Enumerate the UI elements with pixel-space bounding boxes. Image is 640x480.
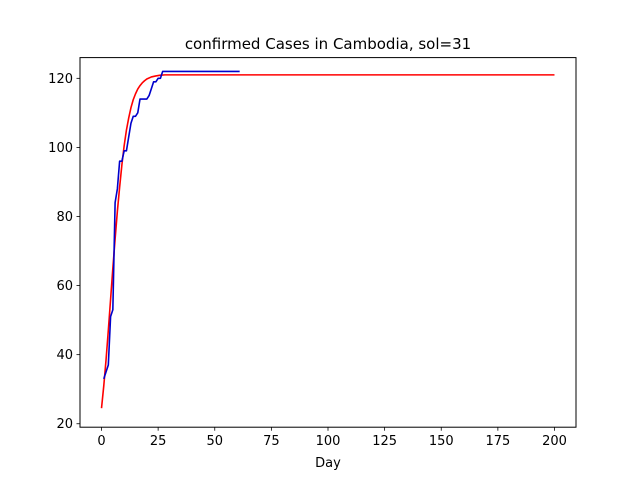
x-tick-label: 0 (97, 434, 105, 449)
x-axis-label: Day (315, 456, 341, 471)
chart-title: confirmed Cases in Cambodia, sol=31 (185, 35, 471, 53)
x-tick-label: 50 (206, 434, 223, 449)
y-tick-label: 80 (56, 210, 73, 225)
x-tick-label: 100 (316, 434, 341, 449)
series-line-observed (103, 70, 240, 380)
x-tick-label: 75 (263, 434, 280, 449)
x-axis-ticks: 0 25 50 75 100 125 150 175 200 (97, 427, 567, 449)
x-tick-label: 150 (429, 434, 454, 449)
x-tick-label: 125 (372, 434, 397, 449)
x-tick-label: 175 (485, 434, 510, 449)
y-tick-label: 60 (56, 279, 73, 294)
y-tick-label: 120 (48, 72, 73, 87)
series-layer (100, 70, 555, 409)
x-tick-label: 200 (542, 434, 567, 449)
y-tick-label: 20 (56, 417, 73, 432)
y-tick-label: 40 (56, 348, 73, 363)
y-axis-ticks: 20 40 60 80 100 120 (48, 72, 80, 432)
x-tick-label: 25 (150, 434, 167, 449)
y-tick-label: 100 (48, 141, 73, 156)
